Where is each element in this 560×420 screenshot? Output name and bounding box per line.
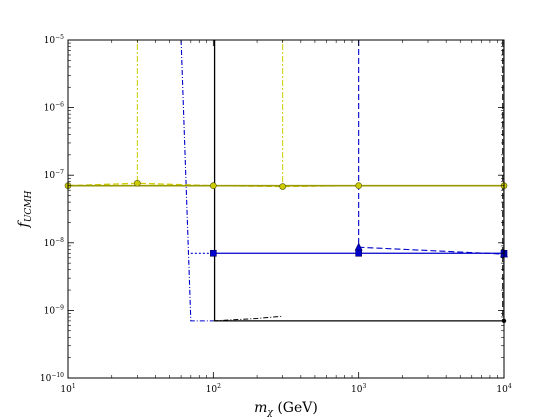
y-tick-label: 10−7: [44, 169, 64, 181]
x-tick-label: 101: [60, 383, 75, 395]
series-line-2: [213, 315, 283, 322]
x-tick-label: 102: [206, 383, 221, 395]
series-line-3: [180, 40, 214, 322]
y-axis-label: fUCMH: [16, 190, 34, 228]
x-tick-label: 104: [496, 383, 511, 395]
marker-layer: [64, 179, 508, 324]
plot-background: [68, 40, 504, 378]
data-point: [134, 179, 141, 187]
series-line-0: [212, 40, 504, 322]
data-point: [354, 242, 363, 251]
tick-layer: 101 102 103 104 10−10 10−9 10−8 10−7 10−6 10−5: [40, 34, 512, 395]
y-tick-label: 10−6: [44, 102, 64, 114]
y-tick-label: 10−9: [44, 304, 64, 316]
plot-frame: [67, 39, 505, 379]
y-tick-label: 10−10: [40, 372, 64, 384]
y-tick-label: 10−5: [44, 34, 64, 46]
data-point: [210, 249, 217, 257]
data-point: [210, 182, 217, 189]
data-point: [279, 183, 286, 190]
y-tick-label: 10−8: [44, 237, 64, 249]
x-axis-label: mχ (GeV): [254, 400, 318, 418]
data-point: [355, 182, 362, 189]
data-point: [355, 249, 362, 257]
x-tick-label: 103: [351, 383, 366, 395]
